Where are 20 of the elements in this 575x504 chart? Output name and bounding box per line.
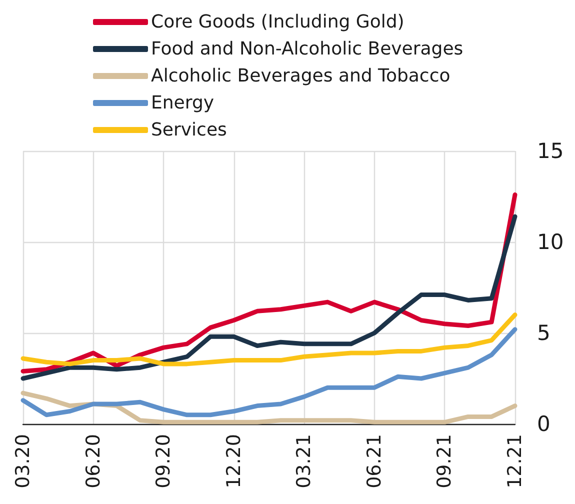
legend-label: Alcoholic Beverages and Tobacco	[151, 66, 450, 86]
line-series	[20, 214, 518, 381]
x-tick-label: 03.20	[12, 434, 34, 488]
x-tick-label: 12.20	[222, 434, 245, 488]
line-series	[20, 327, 518, 418]
y-tick-label: 15	[537, 139, 564, 163]
x-tick-label: 06.21	[363, 434, 386, 488]
x-tick-label: 09.21	[434, 434, 456, 488]
legend-label: Food and Non-Alcoholic Beverages	[151, 38, 464, 60]
y-tick-label: 10	[537, 230, 564, 254]
legend-label: Services	[151, 120, 227, 140]
y-tick-label: 0	[537, 412, 550, 436]
legend-label: Energy	[151, 92, 214, 114]
x-tick-label: 12.21	[504, 434, 526, 488]
x-tick-label: 06.20	[82, 434, 104, 488]
x-tick-label: 09.20	[152, 434, 175, 488]
y-tick-label: 5	[537, 321, 550, 345]
legend-label: Core Goods (Including Gold)	[151, 12, 404, 32]
line-series	[20, 312, 518, 366]
x-tick-label: 03.21	[293, 434, 316, 488]
